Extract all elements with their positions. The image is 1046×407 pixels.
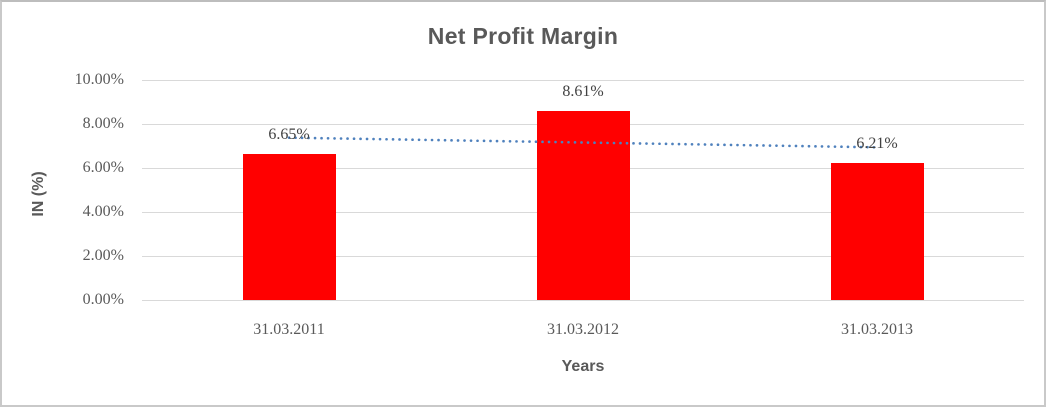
bar (536, 110, 630, 300)
y-axis-tick-label: 8.00% (82, 115, 124, 132)
y-axis-tick-label: 6.00% (82, 159, 124, 176)
y-axis-title: IN (%) (30, 171, 47, 217)
y-axis-tick-label: 2.00% (82, 247, 124, 264)
y-axis-tick-label: 10.00% (74, 71, 124, 88)
gridline (142, 79, 1024, 81)
x-axis-tick-label: 31.03.2012 (547, 321, 619, 338)
chart-title: Net Profit Margin (427, 23, 619, 49)
bar (830, 163, 924, 300)
x-axis-tick-label: 31.03.2013 (841, 321, 913, 338)
bar-data-label: 8.61% (562, 82, 604, 100)
x-axis-title: Years (561, 358, 605, 375)
y-axis-tick-label: 0.00% (82, 291, 124, 308)
bar-data-label: 6.21% (856, 135, 898, 153)
bar (242, 153, 336, 300)
x-axis-tick-label: 31.03.2011 (253, 321, 325, 338)
y-axis-tick-label: 4.00% (82, 203, 124, 220)
bar-data-label: 6.65% (268, 125, 310, 143)
gridline (142, 299, 1024, 301)
plot-area: 0.00% 2.00% 4.00% 6.00% 8.00% 10.00% 31.03.201… (75, 71, 1024, 338)
